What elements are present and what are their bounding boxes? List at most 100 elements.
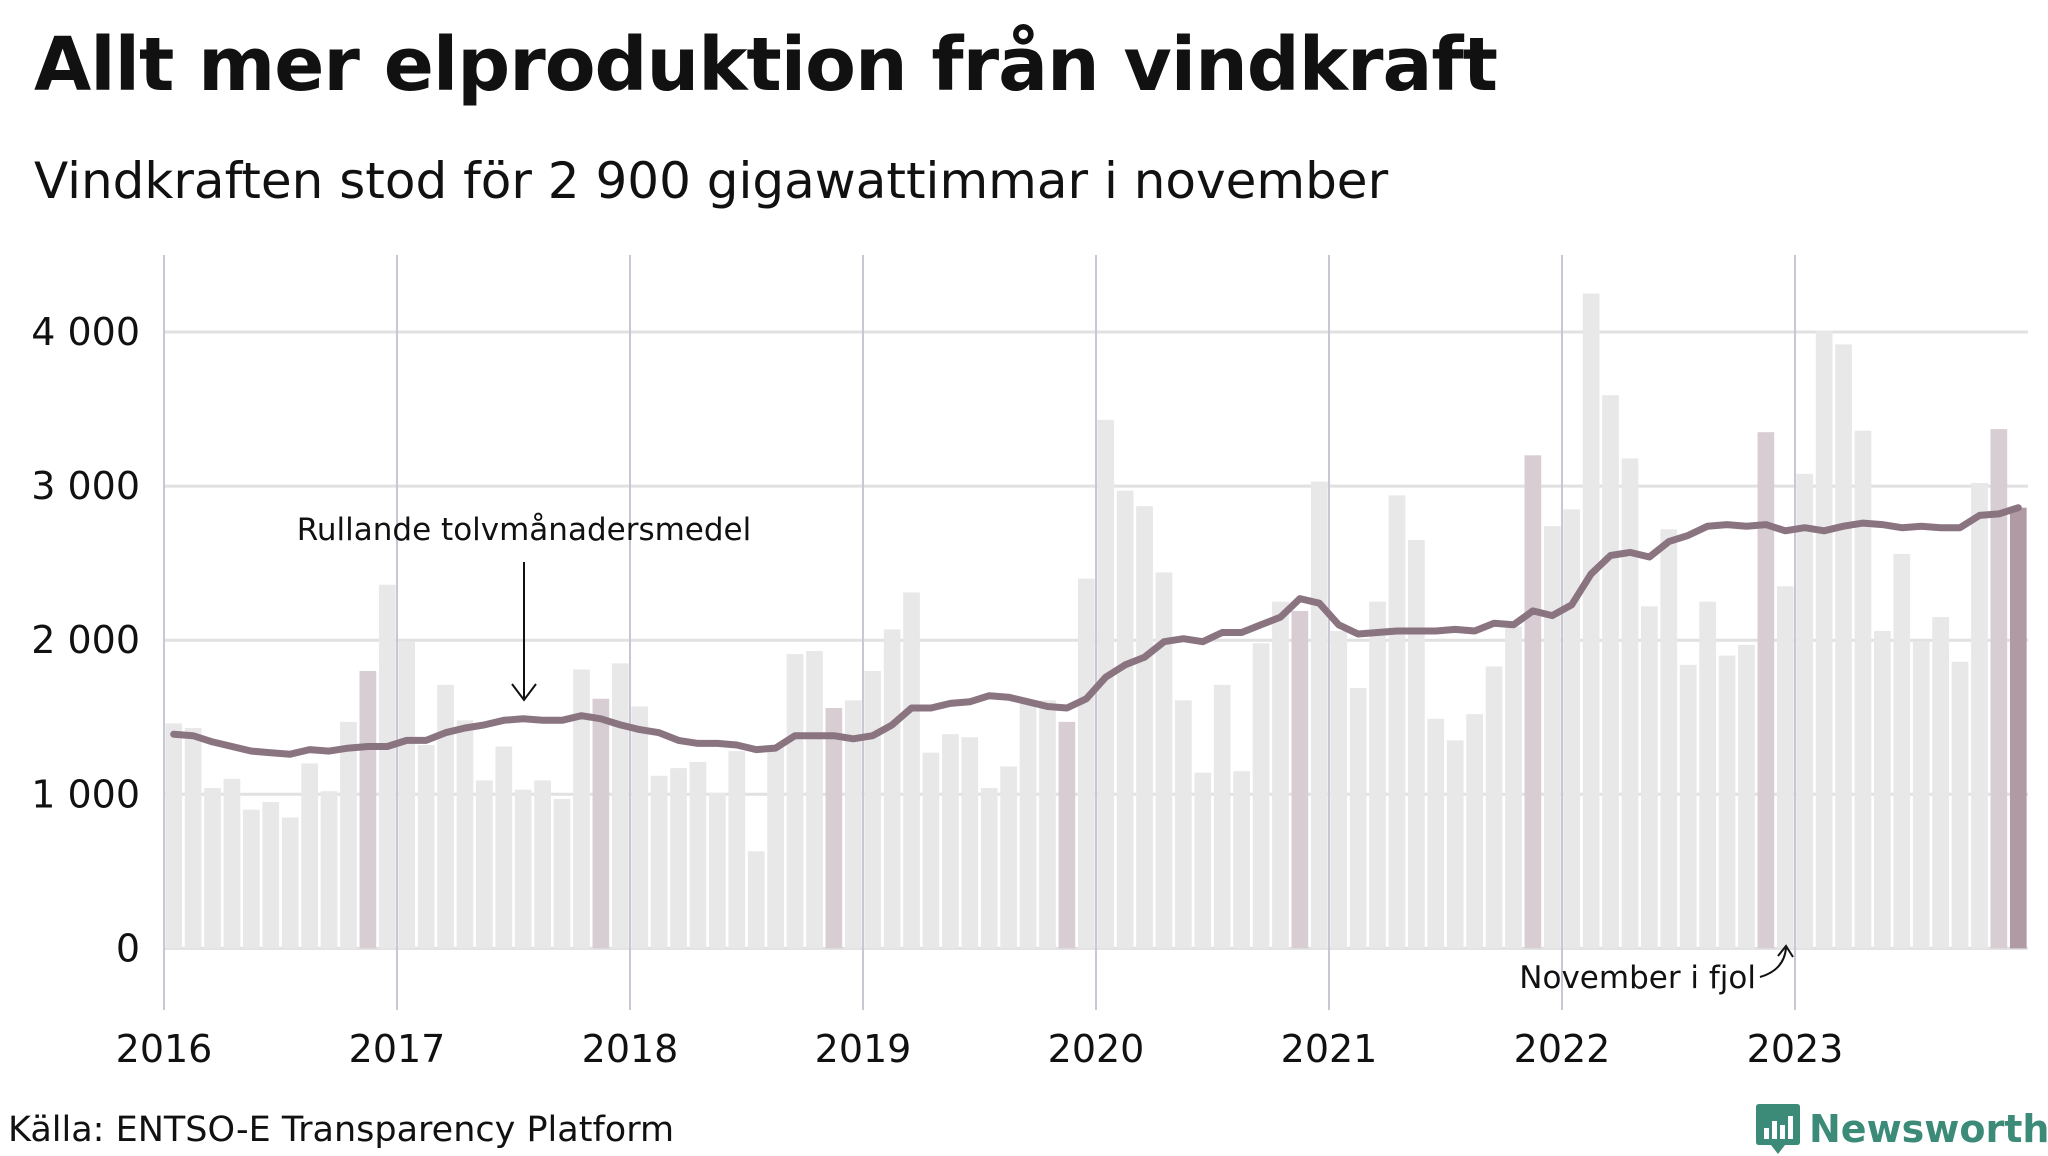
y-tick-label: 0 (116, 926, 140, 970)
bar-month (476, 780, 493, 949)
bar-month (1194, 772, 1212, 949)
last-november-arrowhead (1777, 944, 1794, 958)
bar-month (398, 641, 416, 949)
annotations: Rullande tolvmånadersmedel November i fj… (297, 512, 1794, 996)
bar-month (514, 789, 532, 949)
chart-subtitle: Vindkraften stod för 2 900 gigawattimmar… (34, 152, 1389, 210)
bar-month (223, 778, 241, 949)
last-november-annotation: November i fjol (1519, 960, 1756, 996)
rolling-average-line (170, 504, 2022, 758)
last-november-arrow (1759, 947, 1787, 978)
y-axis-ticks: 0 1 000 2 000 3 000 4 000 (31, 310, 140, 970)
bar-month (495, 746, 513, 949)
bar-month (1116, 490, 1134, 949)
bar-latest-month (2009, 507, 2027, 949)
x-tick-label: 2017 (349, 1027, 446, 1071)
bar-month (1718, 655, 1736, 949)
bar-month (1854, 430, 1872, 949)
bar-month (1175, 700, 1192, 949)
bar-month (437, 684, 454, 949)
bar-month (553, 798, 571, 949)
bar-month (1912, 641, 1930, 949)
bar-month (1796, 473, 1814, 949)
bar-month (1835, 344, 1852, 949)
bar-month (320, 791, 338, 949)
chart-title: Allt mer elproduktion från vindkraft (34, 22, 1498, 108)
rolling-average-arrowhead (511, 683, 537, 702)
monthly-bars (165, 293, 2027, 949)
bar-month (1097, 419, 1115, 949)
bar-month (1233, 771, 1250, 949)
bar-month (786, 654, 804, 949)
bar-month (1776, 586, 1794, 949)
bar-month (1485, 666, 1503, 949)
bar-month (1213, 684, 1231, 949)
bar-month (806, 650, 823, 949)
bar-month (689, 761, 707, 949)
newsworthy-logo-icon (1756, 1104, 1800, 1154)
bar-month (1000, 766, 1017, 949)
bar-november (1757, 432, 1775, 949)
bar-month (1621, 458, 1639, 949)
bar-month (1543, 526, 1561, 949)
bar-month (1951, 661, 1969, 949)
bar-month (1388, 495, 1406, 949)
bar-november (1524, 455, 1542, 949)
bar-november (1058, 721, 1076, 949)
rolling-average-series (170, 504, 2022, 758)
bar-month (281, 817, 299, 949)
bar-month (980, 788, 998, 949)
bar-month (1679, 664, 1697, 949)
bar-month (1641, 606, 1658, 949)
x-tick-label: 2023 (1747, 1027, 1844, 1071)
bar-month (417, 744, 435, 949)
bar-month (1019, 703, 1037, 949)
bar-month (204, 788, 221, 949)
bar-month (670, 768, 687, 949)
x-tick-label: 2019 (815, 1027, 912, 1071)
x-tick-label: 2020 (1048, 1027, 1145, 1071)
bar-month (1699, 601, 1716, 949)
bar-month (611, 663, 629, 949)
bar-month (1971, 483, 1988, 949)
bar-month (184, 728, 202, 949)
bar-month (1369, 601, 1386, 949)
source-note: Källa: ENTSO-E Transparency Platform (8, 1110, 675, 1150)
bar-month (767, 746, 784, 949)
bar-month (747, 851, 765, 949)
bar-month (1932, 617, 1949, 949)
bar-month (1349, 687, 1367, 949)
bar-month (1039, 700, 1056, 949)
x-tick-label: 2022 (1514, 1027, 1611, 1071)
bar-november (1291, 610, 1309, 949)
bar-month (1446, 740, 1464, 949)
bar-month (961, 737, 979, 949)
bar-month (883, 629, 901, 949)
bar-month (1738, 644, 1755, 949)
bar-month (864, 671, 882, 949)
x-tick-label: 2016 (116, 1027, 213, 1071)
bar-month (942, 734, 959, 949)
y-tick-label: 4 000 (31, 310, 140, 354)
bar-month (903, 592, 920, 949)
bar-month (1466, 714, 1483, 949)
bar-month (1815, 330, 1833, 949)
bar-month (1136, 506, 1153, 949)
bar-month (728, 751, 746, 949)
bar-month (1252, 643, 1270, 949)
brand-name: Newsworthy (1809, 1107, 2048, 1151)
y-tick-label: 2 000 (31, 618, 140, 662)
bar-month (456, 720, 474, 949)
bar-month (709, 792, 726, 949)
bar-month (1602, 395, 1619, 949)
bar-month (573, 669, 590, 949)
x-tick-label: 2018 (582, 1027, 679, 1071)
bar-month (650, 775, 668, 949)
x-tick-label: 2021 (1281, 1027, 1378, 1071)
bar-month (340, 721, 357, 949)
bar-month (1330, 630, 1348, 949)
bar-month (631, 706, 649, 949)
bar-month (1893, 553, 1911, 949)
bar-month (301, 763, 318, 949)
